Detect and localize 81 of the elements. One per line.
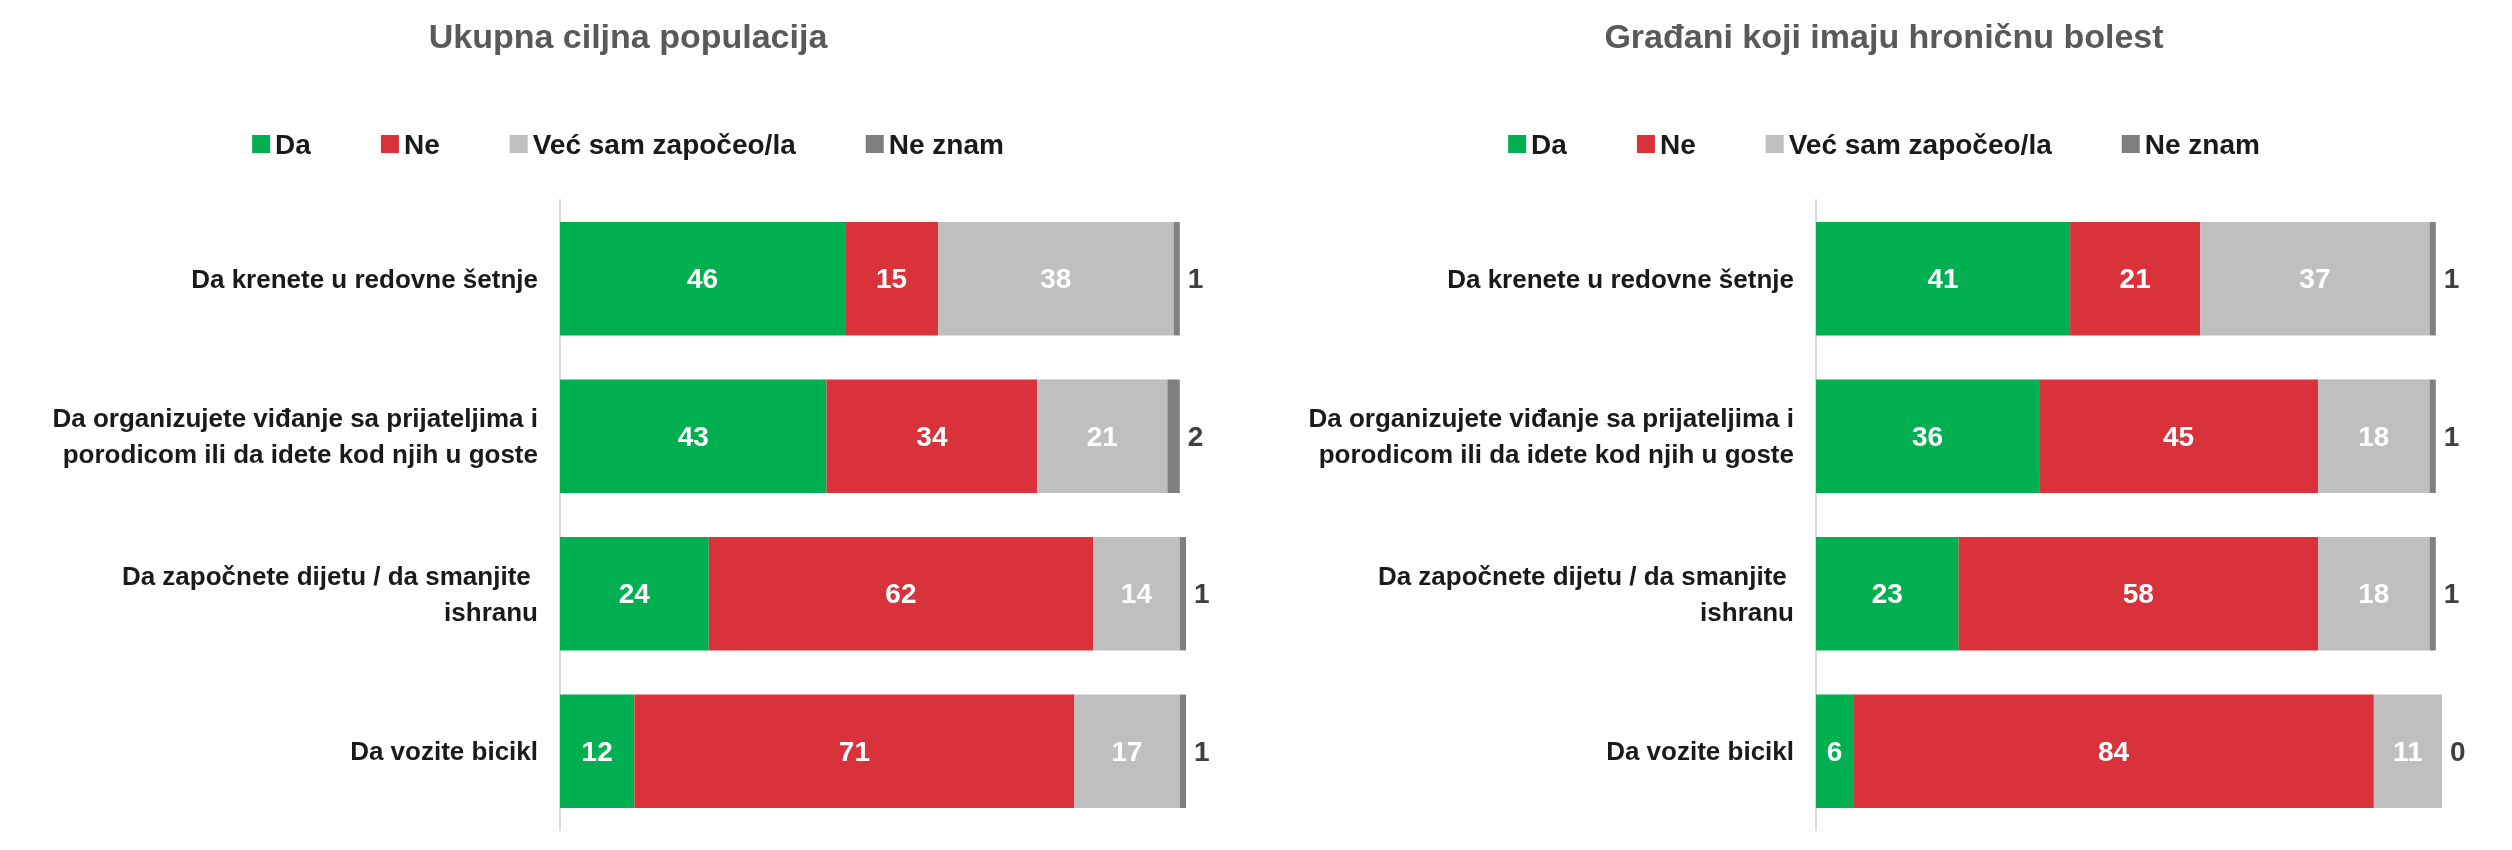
bar bbox=[845, 222, 939, 336]
bar bbox=[1816, 379, 2040, 493]
bar bbox=[1179, 694, 1186, 808]
bar bbox=[1816, 222, 2071, 336]
data-label: 38 bbox=[1040, 263, 1072, 295]
y-tick-label: Da organizujete viđanje sa prijateljima i porodicom ili da idete kod njih u goste bbox=[52, 403, 538, 470]
data-label: 1 bbox=[1194, 578, 1210, 610]
bar bbox=[1816, 537, 1959, 651]
bar bbox=[2039, 379, 2319, 493]
data-label: 11 bbox=[2393, 735, 2423, 767]
legend-label: Ne bbox=[403, 128, 440, 160]
chart-title: Ukupna ciljna populacija bbox=[428, 17, 829, 55]
y-tick-label: Da započnete dijetu / da smanjite ishranu bbox=[121, 560, 538, 627]
bar bbox=[1074, 694, 1180, 808]
bar bbox=[2429, 222, 2436, 336]
data-label: 0 bbox=[2450, 735, 2466, 767]
bar bbox=[634, 694, 1075, 808]
bar bbox=[1037, 379, 1168, 493]
legend-label: Ne znam bbox=[888, 128, 1004, 160]
data-label: 23 bbox=[1871, 578, 1903, 610]
bar bbox=[2429, 379, 2436, 493]
bar bbox=[560, 222, 846, 336]
bar bbox=[2318, 537, 2430, 651]
data-label: 18 bbox=[2358, 420, 2390, 452]
data-label: 1 bbox=[2443, 420, 2460, 452]
bar bbox=[560, 379, 827, 493]
data-label: 36 bbox=[1911, 420, 1944, 452]
y-tick-label: Da započnete dijetu / da smanjite ishranu bbox=[1377, 560, 1794, 627]
chart-title: Građani koji imaju hroničnu bolest bbox=[1604, 17, 2164, 55]
bar bbox=[560, 694, 635, 808]
y-tick-label: Da vozite bicikl bbox=[1606, 736, 1794, 767]
bar bbox=[2070, 222, 2201, 336]
data-label: 6 bbox=[1826, 735, 1843, 767]
data-label: 17 bbox=[1111, 735, 1143, 767]
bar bbox=[2200, 222, 2430, 336]
data-label: 24 bbox=[618, 578, 651, 610]
legend-label: Ne bbox=[1659, 128, 1696, 160]
data-label: 1 bbox=[1187, 263, 1204, 295]
data-label: 34 bbox=[916, 420, 948, 452]
data-label: 71 bbox=[838, 735, 870, 767]
data-label: 14 bbox=[1120, 578, 1153, 610]
data-label: 1 bbox=[1194, 735, 1210, 767]
data-label: 41 bbox=[1927, 263, 1959, 295]
bar bbox=[1167, 379, 1180, 493]
y-tick-label: Da krenete u redovne šetnje bbox=[1447, 263, 1794, 294]
bar bbox=[938, 222, 1174, 336]
legend-label: Ne znam bbox=[2144, 128, 2260, 160]
legend-label: Da bbox=[275, 128, 312, 160]
bar bbox=[1958, 537, 2319, 651]
bar bbox=[1816, 694, 1854, 808]
bar bbox=[826, 379, 1038, 493]
y-tick-label: Da vozite bicikl bbox=[350, 736, 538, 767]
data-label: 58 bbox=[2122, 578, 2154, 610]
legend-label: Već sam započeo/la bbox=[1788, 128, 2053, 160]
data-label: 1 bbox=[2443, 263, 2460, 295]
data-label: 62 bbox=[885, 578, 917, 610]
data-label: 18 bbox=[2358, 578, 2390, 610]
data-label: 15 bbox=[876, 263, 908, 295]
data-label: 2 bbox=[1187, 420, 1204, 452]
y-tick-label: Da krenete u redovne šetnje bbox=[191, 263, 538, 294]
bar bbox=[2373, 694, 2442, 808]
data-label: 21 bbox=[2119, 263, 2151, 295]
data-label: 21 bbox=[1086, 420, 1118, 452]
data-label: 1 bbox=[2443, 578, 2460, 610]
data-label: 84 bbox=[2097, 735, 2130, 767]
legend-label: Već sam započeo/la bbox=[532, 128, 797, 160]
data-label: 12 bbox=[581, 735, 613, 767]
legend-label: Da bbox=[1531, 128, 1568, 160]
y-tick-label: Da organizujete viđanje sa prijateljima i porodicom ili da idete kod njih u goste bbox=[1308, 403, 1794, 470]
bar bbox=[1093, 537, 1180, 651]
bar bbox=[2318, 379, 2430, 493]
bar bbox=[560, 537, 709, 651]
data-label: 43 bbox=[677, 420, 709, 452]
data-label: 46 bbox=[686, 263, 719, 295]
bar bbox=[1853, 694, 2374, 808]
bar bbox=[1173, 222, 1180, 336]
data-label: 37 bbox=[2299, 263, 2331, 295]
bar bbox=[2429, 537, 2436, 651]
data-label: 45 bbox=[2163, 420, 2195, 452]
bar bbox=[1179, 537, 1186, 651]
bar bbox=[708, 537, 1094, 651]
